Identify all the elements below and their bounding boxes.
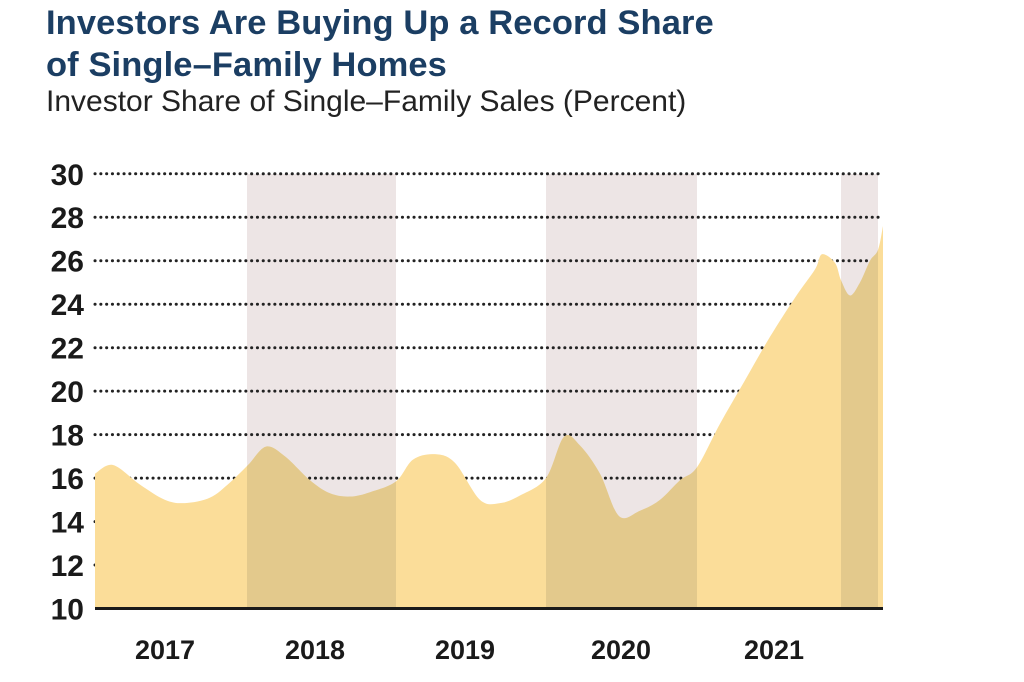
- svg-text:14: 14: [51, 507, 85, 540]
- svg-text:30: 30: [51, 159, 84, 192]
- svg-text:28: 28: [51, 202, 84, 235]
- svg-text:10: 10: [51, 594, 84, 627]
- svg-text:2017: 2017: [135, 635, 195, 665]
- svg-text:2018: 2018: [285, 635, 345, 665]
- svg-text:18: 18: [51, 420, 84, 453]
- svg-text:20: 20: [51, 376, 84, 409]
- svg-text:2019: 2019: [435, 635, 495, 665]
- svg-text:26: 26: [51, 246, 84, 279]
- svg-text:2021: 2021: [744, 635, 804, 665]
- svg-text:24: 24: [51, 289, 85, 322]
- svg-text:16: 16: [51, 463, 84, 496]
- svg-text:2020: 2020: [591, 635, 651, 665]
- svg-text:22: 22: [51, 333, 84, 366]
- svg-text:12: 12: [51, 550, 84, 583]
